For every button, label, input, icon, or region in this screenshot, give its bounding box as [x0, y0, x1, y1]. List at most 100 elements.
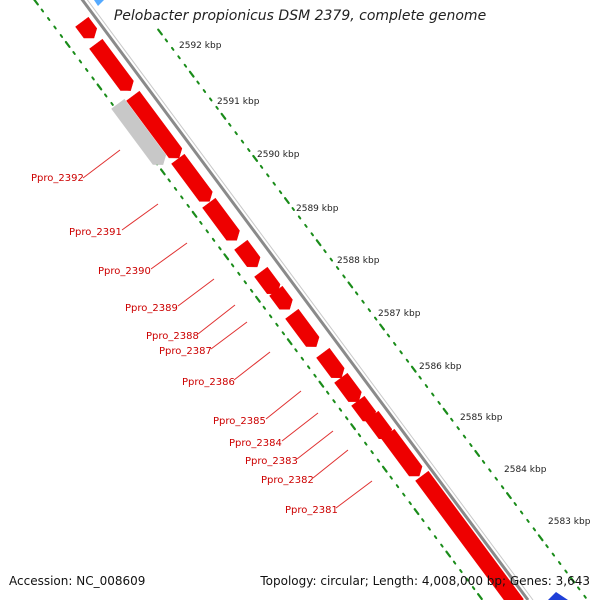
gene-segment-2 [202, 197, 240, 241]
tick-label-8: 2584 kbp [504, 465, 547, 475]
outer-dot-65 [569, 576, 576, 584]
outer-dot-14 [247, 148, 251, 152]
inner-dot-41 [294, 348, 298, 353]
outer-dot-33 [367, 308, 372, 313]
gene-segment-5 [269, 285, 293, 310]
inner-dot-39 [281, 331, 286, 336]
gene-track [75, 0, 568, 600]
gene-segment-12-shape [415, 470, 524, 600]
gene-label-connector-0 [82, 149, 121, 179]
outer-dot-16 [259, 164, 264, 169]
gene-label-connector-10 [312, 449, 349, 479]
inner-dot-69 [471, 586, 476, 591]
inner-dot-1 [40, 8, 45, 13]
gene-segment-7-shape [316, 347, 345, 378]
inner-dot-7 [78, 59, 83, 64]
outer-dot-52 [488, 468, 492, 473]
inner-dot-63 [433, 535, 438, 540]
accession-text: Accession: NC_008609 [9, 574, 146, 588]
gene-gray-ppro2392 [111, 98, 167, 165]
backbone-shadow [86, 0, 534, 600]
outer-dot-10 [220, 112, 227, 120]
inner-dot-57 [395, 484, 400, 489]
genome-backbone [80, 0, 534, 600]
gene-label-6: Ppro_2386 [182, 377, 235, 388]
gene-segment-6 [285, 308, 320, 347]
gene-label-7: Ppro_2385 [213, 416, 266, 427]
inner-dot-33 [243, 280, 247, 285]
outer-dot-2 [170, 46, 175, 51]
outer-dot-38 [399, 350, 403, 355]
gene-label-4: Ppro_2388 [146, 331, 199, 342]
outer-dot-25 [315, 239, 322, 247]
gene-unlabeled-top [75, 16, 98, 39]
inner-dot-32 [237, 271, 241, 276]
inner-dot-6 [72, 50, 76, 55]
tick-label-4: 2588 kbp [337, 256, 380, 266]
inner-dot-11 [104, 93, 108, 98]
inner-dot-9 [91, 76, 95, 81]
outer-dot-48 [462, 434, 467, 439]
inner-dot-62 [427, 526, 431, 531]
outer-dot-11 [228, 122, 232, 127]
inner-dot-23 [180, 195, 184, 200]
tick-label-7: 2585 kbp [460, 413, 503, 423]
inner-dot-12 [110, 101, 114, 106]
inner-dot-52 [364, 441, 368, 446]
outer-dot-5 [188, 70, 195, 78]
gene-label-8: Ppro_2384 [229, 438, 282, 449]
kbp-tick-labels: 2592 kbp 2591 kbp 2590 kbp 2589 kbp 2588 kbp… [179, 41, 591, 527]
inner-dot-31 [230, 263, 235, 268]
inner-dot-55 [381, 465, 388, 473]
outer-dot-21 [291, 207, 295, 211]
inner-dot-3 [53, 25, 57, 30]
gene-label-connector-8 [281, 412, 319, 442]
gene-segment-3-shape [234, 239, 261, 268]
outer-dot-61 [545, 544, 549, 549]
inner-dot-38 [275, 322, 279, 327]
outer-dot-20 [283, 197, 290, 205]
tick-label-5: 2587 kbp [378, 309, 421, 319]
outer-dot-0 [157, 28, 163, 36]
outer-dot-43 [431, 392, 435, 397]
outer-dot-23 [304, 223, 308, 228]
inner-dot-46 [326, 390, 330, 395]
outer-dot-28 [335, 266, 340, 270]
outer-dot-64 [564, 569, 568, 574]
inner-dot-42 [300, 356, 305, 361]
outer-dot-45 [442, 407, 449, 415]
outer-dot-8 [209, 97, 213, 102]
gene-gray-ppro2392-shape [111, 98, 167, 165]
gene-label-5: Ppro_2387 [159, 346, 212, 357]
outer-dot-4 [183, 63, 188, 68]
gene-segment-1-shape [171, 153, 213, 202]
gene-label-0: Ppro_2392 [31, 173, 84, 184]
gene-label-10: Ppro_2382 [261, 475, 314, 486]
inner-dot-25 [191, 210, 198, 218]
inner-dot-22 [173, 186, 178, 191]
outer-dot-57 [519, 510, 524, 515]
outer-dot-37 [393, 341, 397, 346]
inner-dot-50 [350, 423, 356, 431]
inner-dot-4 [59, 34, 64, 38]
gene-label-connector-6 [233, 351, 271, 381]
outer-dot-32 [361, 299, 365, 304]
gene-label-connector-2 [150, 242, 188, 270]
outer-dot-26 [323, 249, 327, 254]
outer-dot-29 [342, 274, 346, 279]
gene-label-connector-5 [210, 321, 248, 350]
gene-segment-2-shape [202, 197, 240, 241]
outer-dot-41 [418, 375, 422, 380]
tick-label-0: 2592 kbp [179, 41, 222, 51]
outer-dot-12 [234, 131, 238, 136]
inner-dot-67 [459, 569, 463, 574]
gene-label-connector-11 [335, 480, 373, 509]
gene-label-connector-3 [177, 278, 215, 307]
inner-dot-40 [286, 338, 293, 346]
inner-dot-51 [357, 433, 362, 438]
gene-label-11: Ppro_2381 [285, 505, 338, 516]
inner-dot-28 [211, 237, 216, 242]
gene-segment-11 [381, 428, 423, 477]
outer-dot-67 [583, 594, 587, 599]
inner-dot-26 [199, 220, 203, 225]
